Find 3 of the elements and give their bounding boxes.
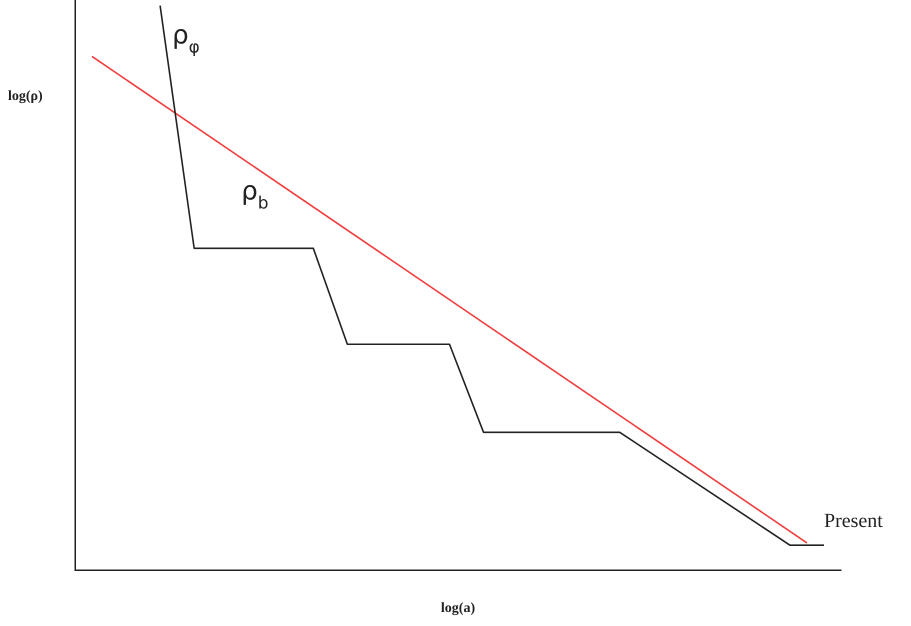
x-axis-title: log(a): [440, 601, 476, 616]
y-axis-title: log(ρ): [8, 89, 44, 104]
annotation: Present: [824, 510, 884, 532]
